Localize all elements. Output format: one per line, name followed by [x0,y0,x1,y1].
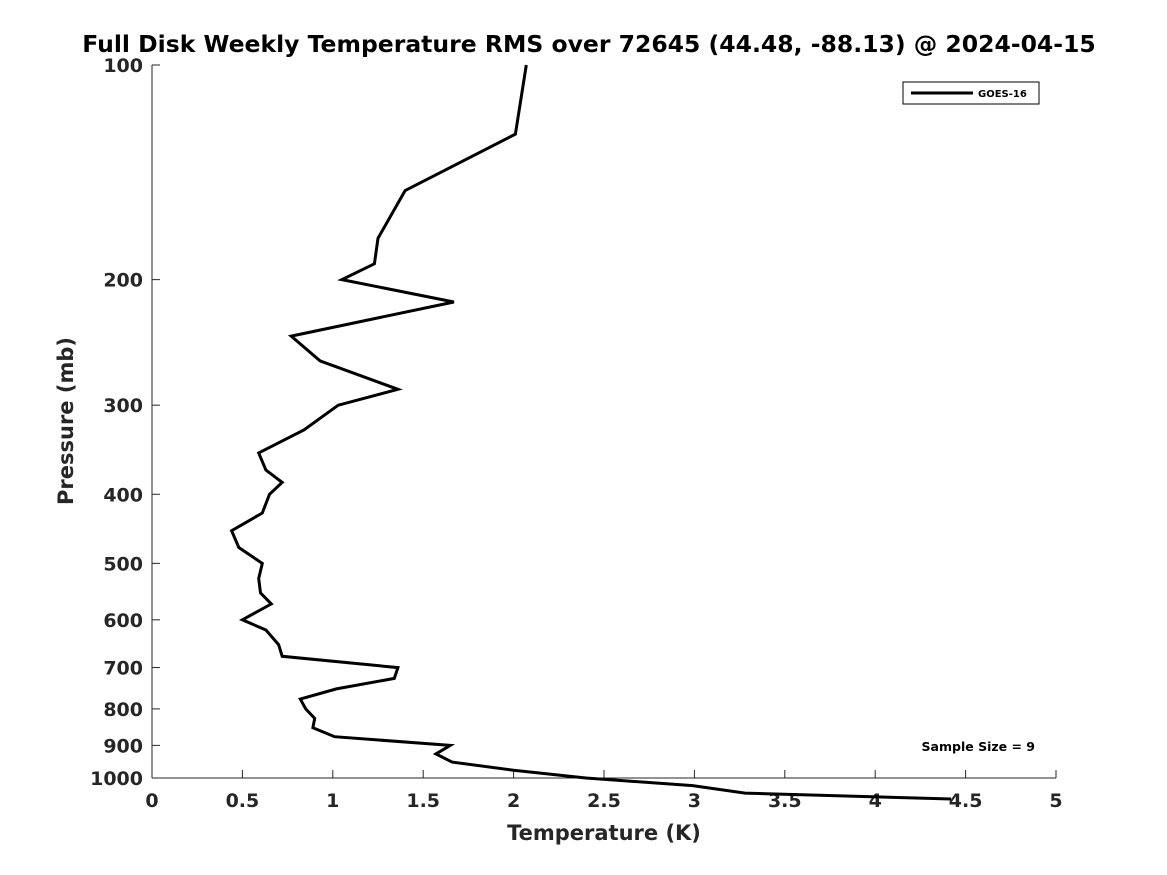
x-tick-label: 0.5 [226,790,260,812]
x-tick-label: 5 [1049,790,1062,812]
x-tick-label: 4 [869,790,882,812]
y-tick-label: 1000 [90,768,143,790]
x-tick-label: 3 [688,790,701,812]
y-axis-label: Pressure (mb) [54,337,78,505]
chart-title: Full Disk Weekly Temperature RMS over 72… [82,30,1096,58]
legend: GOES-16 [902,81,1040,105]
y-tick-label: 100 [103,55,143,77]
x-tick-label: 4.5 [949,790,983,812]
axes [151,65,1056,779]
y-tick-label: 300 [103,395,143,417]
y-tick-label: 400 [103,484,143,506]
x-tick-label: 2.5 [587,790,621,812]
legend-entry-goes-16: GOES-16 [978,89,1027,100]
x-axis-label: Temperature (K) [507,821,701,845]
y-tick-label: 900 [103,735,143,757]
y-tick-label: 500 [103,553,143,575]
x-tick-labels: 0 0.5 1 1.5 2 2.5 3 3.5 4 4.5 5 [145,770,1063,812]
y-tick-label: 700 [103,658,143,680]
series-lines [229,64,952,801]
x-tick-label: 0 [145,790,158,812]
y-tick-labels: 100 200 300 400 500 600 700 800 900 1000 [90,55,160,790]
y-tick-label: 600 [103,610,143,632]
sample-size-annotation: Sample Size = 9 [922,739,1035,754]
x-tick-label: 2 [507,790,520,812]
y-tick-label: 200 [103,270,143,292]
x-tick-label: 1 [326,790,339,812]
y-tick-label: 800 [103,699,143,721]
series-line-goes-16 [229,64,952,801]
x-tick-label: 1.5 [406,790,440,812]
